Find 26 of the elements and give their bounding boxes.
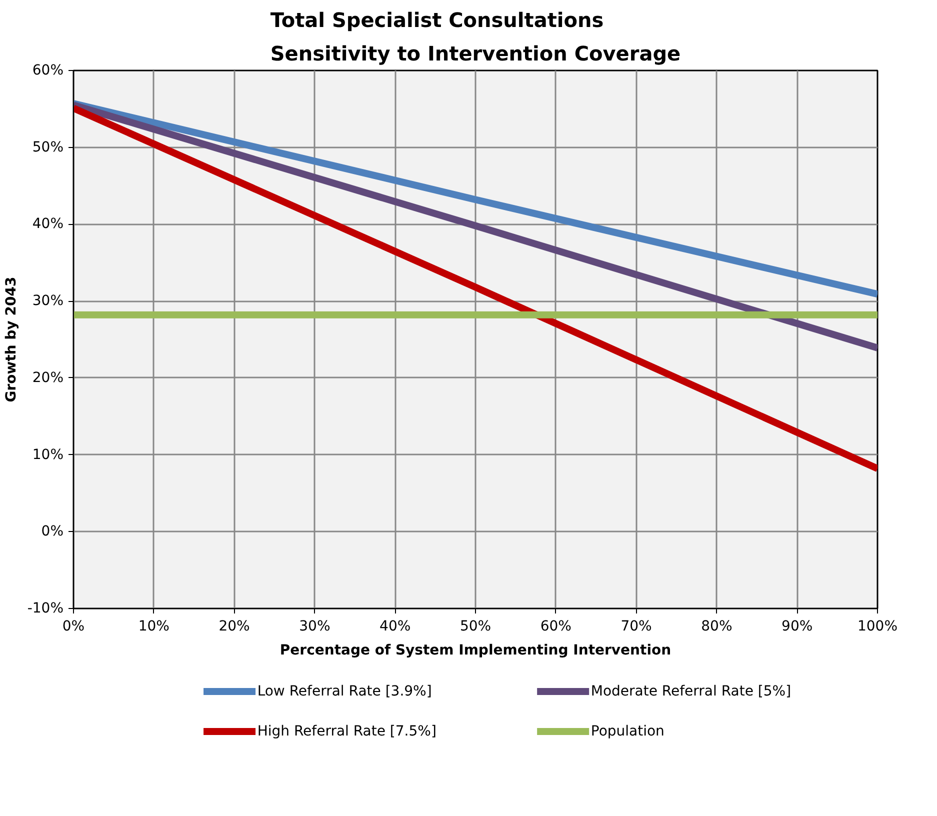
- x-tick-label: 100%: [857, 618, 898, 634]
- x-tick-label: 30%: [299, 618, 330, 634]
- legend-label: Low Referral Rate [3.9%]: [257, 684, 432, 700]
- legend-label: High Referral Rate [7.5%]: [257, 724, 436, 740]
- y-tick-label: 30%: [32, 293, 64, 310]
- y-tick-label: 0%: [41, 524, 64, 540]
- x-tick-label: 20%: [218, 618, 250, 634]
- x-tick-label: 40%: [380, 618, 411, 634]
- y-tick-label: 40%: [32, 216, 64, 232]
- legend-label: Moderate Referral Rate [5%]: [590, 684, 792, 700]
- x-axis-title: Percentage of System Implementing Intervention: [280, 642, 672, 658]
- x-tick-label: 10%: [138, 618, 170, 634]
- y-tick-label: 20%: [32, 370, 64, 386]
- x-tick-label: 90%: [782, 618, 813, 634]
- y-tick-label: 50%: [32, 139, 64, 156]
- y-tick-label: -10%: [27, 600, 64, 616]
- y-axis-title: Growth by 2043: [3, 276, 20, 402]
- x-tick-label: 0%: [62, 618, 85, 634]
- x-tick-label: 50%: [460, 618, 492, 634]
- chart-title: Total Specialist Consultations Sensitivity to Intervention Coverage: [270, 8, 681, 66]
- x-tick-label: 70%: [620, 618, 652, 634]
- x-tick-label: 80%: [701, 618, 732, 634]
- x-tick-label: 60%: [540, 618, 572, 634]
- y-tick-label: 10%: [32, 446, 64, 463]
- legend-label: Population: [590, 724, 664, 740]
- y-tick-label: 60%: [32, 62, 64, 78]
